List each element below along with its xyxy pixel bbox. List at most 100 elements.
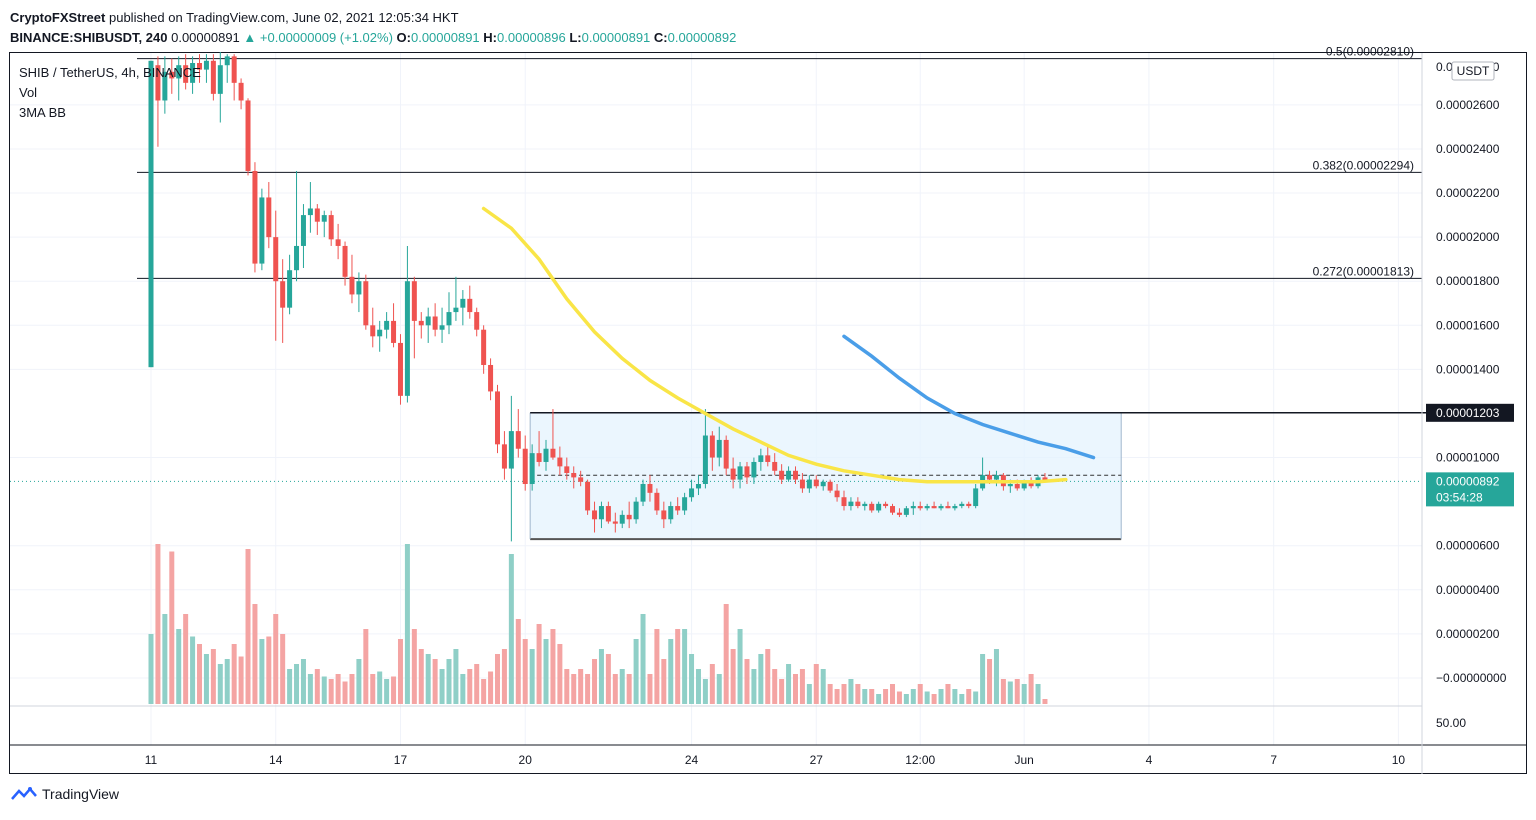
volume-bar (377, 671, 383, 704)
candle-body (993, 475, 999, 480)
candle-body (973, 488, 979, 507)
volume-bar (855, 684, 861, 704)
volume-bar (813, 664, 819, 704)
candle-body (155, 65, 161, 101)
high-value: 0.00000896 (497, 30, 566, 45)
volume-bar (446, 659, 452, 704)
candle-body (841, 497, 847, 507)
low-value: 0.00000891 (581, 30, 651, 45)
candle-body (605, 506, 611, 522)
volume-bar (959, 694, 965, 704)
ma-yellow-line (481, 206, 1068, 484)
published-text: published on TradingView.com, June 02, 2… (108, 10, 459, 25)
candle-body (654, 492, 660, 511)
publisher-name[interactable]: CryptoFXStreet (10, 10, 106, 25)
volume-bar (432, 659, 438, 704)
symbol-name[interactable]: BINANCE:SHIBUSDT, 240 (10, 30, 168, 45)
candle-body (453, 307, 459, 313)
resistance-label: 0.00001203 (1436, 406, 1500, 420)
candle-body (758, 455, 764, 462)
volume-bar (966, 689, 972, 704)
candle-body (924, 506, 930, 509)
candle-body (1007, 484, 1013, 487)
volume-bar (876, 694, 882, 704)
volume-bar (557, 644, 563, 704)
candle-body (896, 512, 902, 515)
candle-body (529, 453, 535, 485)
volume-bar (668, 639, 674, 704)
candle-body (335, 239, 341, 246)
y-tick-label: 0.00001000 (1436, 451, 1500, 465)
y-tick-label: −0.00000000 (1436, 671, 1507, 685)
volume-bar (633, 639, 639, 704)
range-box (10, 412, 1426, 541)
current-price-label-box (1426, 472, 1514, 507)
legend-vol[interactable]: Vol (19, 85, 38, 100)
candle-body (321, 215, 327, 222)
candle-body (571, 472, 577, 478)
volume-bar (349, 674, 355, 704)
candle-body (640, 484, 646, 502)
candle-body (689, 488, 695, 498)
volume-bar (1014, 679, 1020, 704)
candle-body (1014, 484, 1020, 489)
candle-body (695, 484, 701, 489)
candle-body (266, 197, 272, 238)
volume-bar (987, 659, 993, 704)
footer-brand: TradingView (42, 786, 120, 802)
volume-bar (342, 681, 348, 704)
volume-bar (280, 634, 286, 704)
candle-body (675, 506, 681, 511)
volume-bar (384, 679, 390, 704)
tradingview-footer[interactable]: TradingView (10, 786, 119, 802)
x-tick-label: Jun (1015, 753, 1034, 767)
candle-body (467, 298, 473, 313)
candle-body (1028, 481, 1034, 487)
candle-body (716, 439, 722, 458)
volume-bar (481, 679, 487, 704)
volume-bar (203, 654, 209, 704)
candle-body (439, 325, 445, 330)
volume-bar (980, 654, 986, 704)
candle-body (626, 514, 632, 520)
candle-body (903, 508, 909, 515)
volume-bar (571, 674, 577, 704)
candle-body (806, 479, 812, 489)
volume-bar (529, 649, 535, 704)
y-tick-label: 0.00000600 (1436, 539, 1500, 553)
x-tick-label: 10 (1392, 753, 1406, 767)
volume-bar (370, 674, 376, 704)
legend-indicator[interactable]: 3MA BB (19, 105, 66, 120)
volume-bar (169, 551, 175, 704)
candle-body (217, 65, 223, 94)
volume-bar (578, 669, 584, 704)
fib-label-0: 0.5(0.00002810) (1326, 45, 1414, 59)
volume-bar (183, 614, 189, 704)
candle-body (744, 466, 750, 478)
candle-body (848, 501, 854, 507)
candle-body (314, 208, 320, 222)
volume-bar (924, 691, 930, 704)
volume-bar (328, 679, 334, 704)
candle-body (356, 281, 362, 295)
x-tick-label: 14 (269, 753, 283, 767)
candle-body (862, 503, 868, 507)
candle-body (508, 431, 514, 469)
candle-body (148, 60, 154, 368)
candle-body (446, 312, 452, 326)
y-tick-label: 0.00001800 (1436, 274, 1500, 288)
candle-body (557, 457, 563, 467)
volume-bar (321, 676, 327, 704)
candle-body (391, 320, 397, 343)
high-label: H: (483, 30, 498, 45)
volume-bar (536, 624, 542, 704)
countdown-label: 03:54:28 (1436, 490, 1483, 504)
close-value: 0.00000892 (667, 30, 737, 45)
candle-body (425, 316, 431, 326)
moving-averages (481, 206, 1096, 484)
volume-bar (543, 639, 549, 704)
volume-bar (619, 669, 625, 704)
legend-pair[interactable]: SHIB / TetherUS, 4h, BINANCE (19, 65, 201, 80)
candle-body (966, 503, 972, 507)
